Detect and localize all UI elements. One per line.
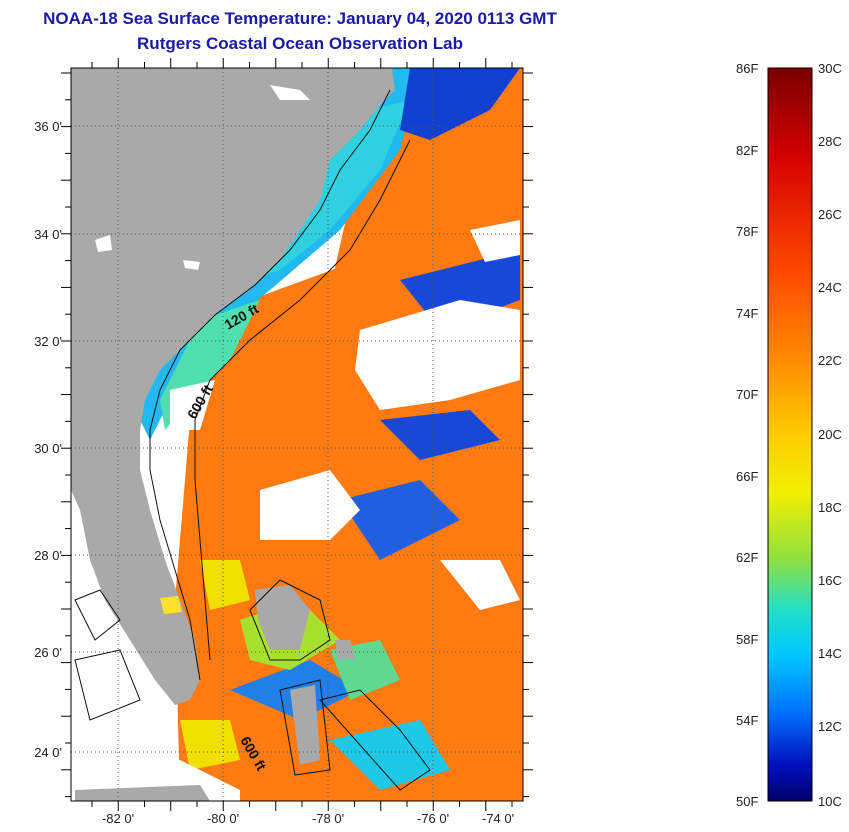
cb-c-22: 22C	[818, 353, 842, 368]
cb-f-70: 70F	[736, 387, 759, 402]
cb-c-24: 24C	[818, 280, 842, 295]
lon-label-76: -76 0'	[417, 811, 449, 826]
lon-label-78: -78 0'	[312, 811, 344, 826]
cb-c-30: 30C	[818, 61, 842, 76]
cb-c-14: 14C	[818, 646, 842, 661]
cb-f-82: 82F	[736, 143, 759, 158]
cb-f-62: 62F	[736, 550, 759, 565]
cb-c-20: 20C	[818, 427, 842, 442]
lat-label-36: 36 0'	[34, 119, 62, 134]
colorbar	[767, 67, 813, 802]
lon-label-82: -82 0'	[102, 811, 134, 826]
cb-c-18: 18C	[818, 500, 842, 515]
lat-label-24: 24 0'	[34, 745, 62, 760]
longitude-labels: -82 0' -80 0' -78 0' -76 0' -74 0'	[102, 811, 514, 826]
cb-f-66: 66F	[736, 469, 759, 484]
map-frame	[70, 67, 524, 802]
lat-label-26: 26 0'	[34, 645, 62, 660]
lat-label-34: 34 0'	[34, 227, 62, 242]
title-line-1: NOAA-18 Sea Surface Temperature: January…	[43, 9, 557, 28]
cb-c-26: 26C	[818, 207, 842, 222]
cb-f-74: 74F	[736, 306, 759, 321]
cb-c-10: 10C	[818, 794, 842, 809]
title-line-2: Rutgers Coastal Ocean Observation Lab	[137, 34, 463, 53]
lat-label-32: 32 0'	[34, 334, 62, 349]
lat-label-30: 30 0'	[34, 441, 62, 456]
lon-label-80: -80 0'	[207, 811, 239, 826]
cb-f-54: 54F	[736, 713, 759, 728]
map-imagery	[71, 68, 523, 801]
latitude-labels: 36 0' 34 0' 32 0' 30 0' 28 0' 26 0' 24 0…	[34, 119, 62, 760]
cb-f-86: 86F	[736, 61, 759, 76]
lon-label-74: -74 0'	[482, 811, 514, 826]
cb-f-58: 58F	[736, 632, 759, 647]
cb-f-78: 78F	[736, 224, 759, 239]
cb-c-28: 28C	[818, 134, 842, 149]
lat-label-28: 28 0'	[34, 548, 62, 563]
cb-c-16: 16C	[818, 573, 842, 588]
cb-f-50: 50F	[736, 794, 759, 809]
cb-c-12: 12C	[818, 719, 842, 734]
